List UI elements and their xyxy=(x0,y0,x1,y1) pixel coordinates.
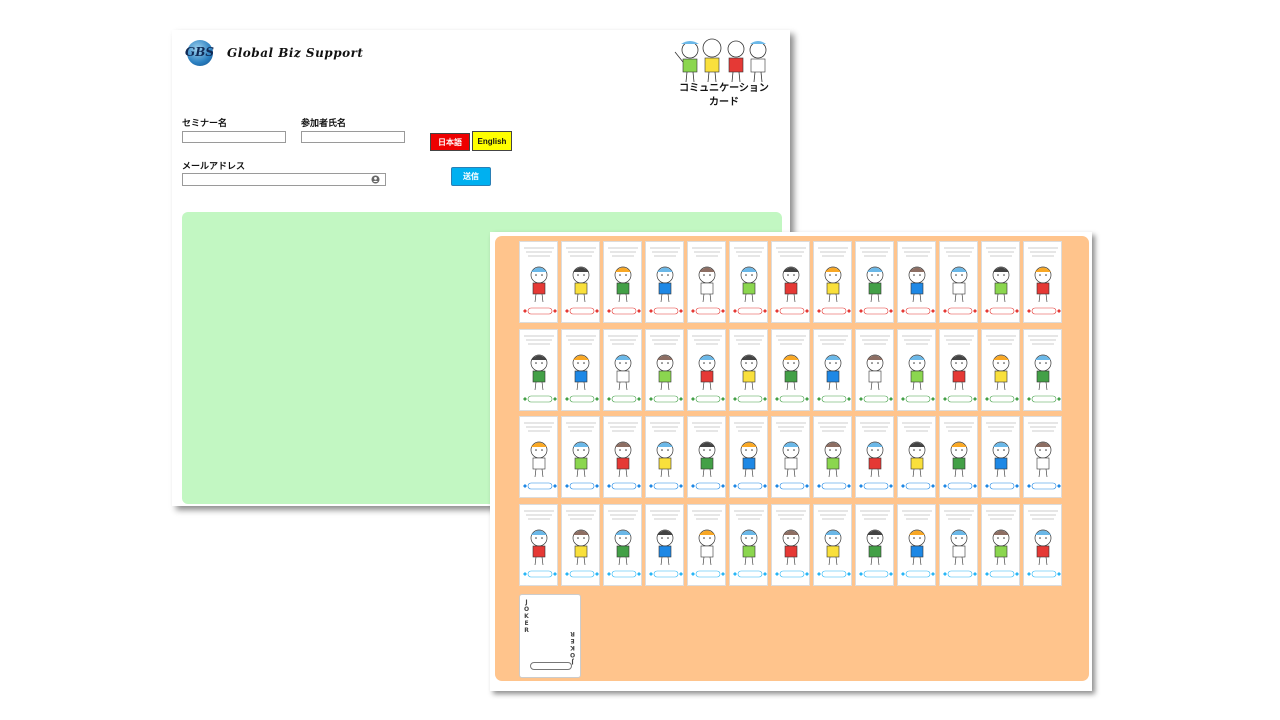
card-row-3 xyxy=(519,416,1066,498)
autofill-icon[interactable] xyxy=(371,175,380,184)
playing-card[interactable] xyxy=(981,241,1020,323)
playing-card[interactable] xyxy=(645,241,684,323)
playing-card[interactable] xyxy=(855,504,894,586)
playing-card[interactable] xyxy=(855,329,894,411)
playing-card[interactable] xyxy=(561,416,600,498)
playing-card[interactable] xyxy=(981,329,1020,411)
playing-card[interactable] xyxy=(603,329,642,411)
playing-card[interactable] xyxy=(939,416,978,498)
playing-card[interactable] xyxy=(603,416,642,498)
playing-card[interactable] xyxy=(519,504,558,586)
characters-illustration-icon xyxy=(674,38,767,83)
playing-card[interactable] xyxy=(771,504,810,586)
playing-card[interactable] xyxy=(519,416,558,498)
playing-card[interactable] xyxy=(981,504,1020,586)
seminar-name-input[interactable] xyxy=(182,131,286,143)
playing-card[interactable] xyxy=(813,504,852,586)
card-row-1 xyxy=(519,241,1066,323)
playing-card[interactable] xyxy=(939,241,978,323)
playing-card[interactable] xyxy=(981,416,1020,498)
playing-card[interactable] xyxy=(603,241,642,323)
playing-card[interactable] xyxy=(687,504,726,586)
brand-name: Global Biz Support xyxy=(227,46,364,60)
playing-card[interactable] xyxy=(855,416,894,498)
card-row-4 xyxy=(519,504,1066,586)
playing-card[interactable] xyxy=(645,416,684,498)
playing-card[interactable] xyxy=(687,329,726,411)
seminar-name-label: セミナー名 xyxy=(182,119,228,129)
playing-card[interactable] xyxy=(561,504,600,586)
playing-card[interactable] xyxy=(897,241,936,323)
email-input[interactable] xyxy=(182,173,386,186)
email-field-wrapper xyxy=(182,173,386,186)
playing-card[interactable] xyxy=(729,241,768,323)
playing-card[interactable] xyxy=(561,241,600,323)
playing-card[interactable] xyxy=(729,329,768,411)
participant-name-input[interactable] xyxy=(301,131,405,143)
playing-card[interactable] xyxy=(645,504,684,586)
playing-card[interactable] xyxy=(813,329,852,411)
playing-card[interactable] xyxy=(855,241,894,323)
card-row-2 xyxy=(519,329,1066,411)
playing-card[interactable] xyxy=(813,241,852,323)
playing-card[interactable] xyxy=(519,241,558,323)
playing-card[interactable] xyxy=(687,416,726,498)
playing-card[interactable] xyxy=(1023,241,1062,323)
playing-card[interactable] xyxy=(729,416,768,498)
playing-card[interactable] xyxy=(813,416,852,498)
app-title: コミュニケーション カード xyxy=(668,82,780,110)
joker-name-pill xyxy=(530,662,572,670)
playing-card[interactable] xyxy=(897,504,936,586)
email-label: メールアドレス xyxy=(182,162,246,172)
app-title-line1: コミュニケーション xyxy=(679,83,769,94)
globe-icon: GBS xyxy=(185,40,215,66)
playing-card[interactable] xyxy=(771,329,810,411)
playing-card[interactable] xyxy=(897,329,936,411)
playing-card[interactable] xyxy=(561,329,600,411)
playing-card[interactable] xyxy=(687,241,726,323)
logo-mark: GBS xyxy=(185,45,215,59)
playing-card[interactable] xyxy=(771,241,810,323)
playing-card[interactable] xyxy=(771,416,810,498)
playing-card[interactable] xyxy=(1023,329,1062,411)
app-title-line2: カード xyxy=(709,97,739,108)
playing-card[interactable] xyxy=(1023,504,1062,586)
playing-card[interactable] xyxy=(603,504,642,586)
participant-name-label: 参加者氏名 xyxy=(301,119,347,129)
playing-card[interactable] xyxy=(729,504,768,586)
send-button[interactable]: 送信 xyxy=(451,167,491,186)
playing-card[interactable] xyxy=(939,504,978,586)
language-japanese-button[interactable]: 日本語 xyxy=(430,133,470,151)
playing-card[interactable] xyxy=(939,329,978,411)
playing-card[interactable] xyxy=(645,329,684,411)
playing-card[interactable] xyxy=(1023,416,1062,498)
playing-card[interactable] xyxy=(897,416,936,498)
brand-logo: GBS Global Biz Support xyxy=(185,40,364,66)
language-english-button[interactable]: English xyxy=(472,131,512,151)
playing-card[interactable] xyxy=(519,329,558,411)
